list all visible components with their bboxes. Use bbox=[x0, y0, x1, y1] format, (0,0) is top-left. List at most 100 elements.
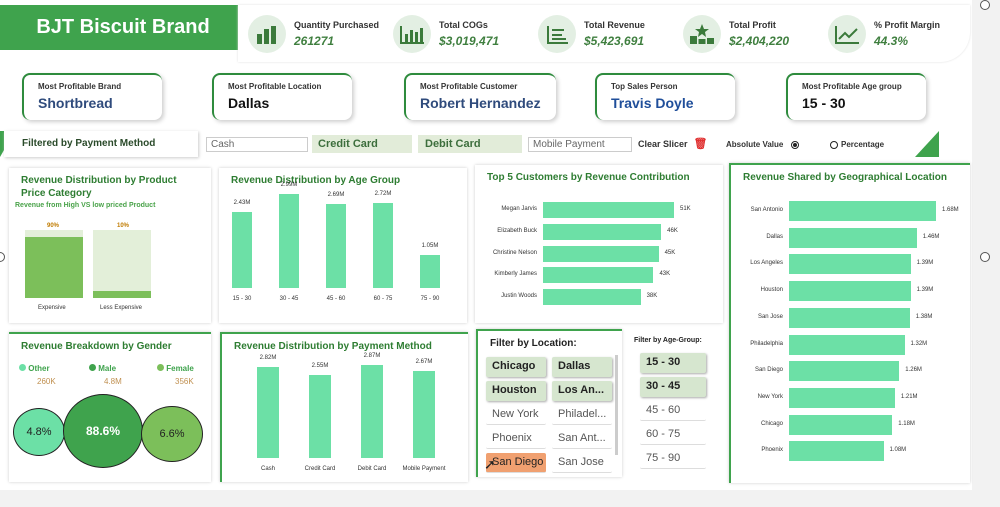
mouse-cursor-icon: ➚ bbox=[484, 456, 496, 472]
location-chip[interactable]: Houston bbox=[486, 381, 546, 401]
data-label: 1.32M bbox=[910, 340, 928, 347]
bar bbox=[543, 223, 662, 240]
data-label: 51K bbox=[680, 206, 691, 212]
radio-checked-icon bbox=[791, 140, 800, 149]
card-customer: Most Profitable Customer Robert Hernandez bbox=[404, 73, 556, 120]
kpi-bar: Quantity Purchased 261271 Total COGs $3,01… bbox=[238, 5, 970, 62]
card-location: Most Profitable Location Dallas bbox=[212, 73, 352, 120]
bar bbox=[420, 255, 440, 288]
data-label: 1.39M bbox=[916, 260, 934, 267]
tick-label: Phoenix bbox=[761, 447, 783, 454]
data-label: 45K bbox=[664, 249, 676, 256]
scrollbar[interactable] bbox=[615, 355, 618, 455]
tick-label: Dallas bbox=[766, 233, 783, 240]
panel-title: Revenue Distribution by Age Group bbox=[231, 175, 401, 186]
card-value: Robert Hernandez bbox=[420, 95, 541, 111]
data-label: 2.72M bbox=[374, 190, 392, 197]
legend-male: Male 4.8M bbox=[89, 364, 122, 386]
card-label: Most Profitable Location bbox=[228, 82, 322, 91]
location-chip[interactable]: Chicago bbox=[486, 357, 546, 377]
clear-slicer-button[interactable]: Clear Slicer 🗑 bbox=[638, 137, 708, 150]
bar bbox=[413, 371, 435, 458]
panel-title: Top 5 Customers by Revenue Contribution bbox=[487, 172, 690, 183]
data-label: 1.26M bbox=[905, 367, 922, 374]
card-value: Travis Doyle bbox=[611, 95, 694, 111]
age-chip[interactable]: 15 - 30 bbox=[640, 353, 706, 373]
bubble-label: 88.6% bbox=[85, 424, 121, 438]
kpi-label: Total Revenue bbox=[584, 20, 645, 30]
bar bbox=[789, 361, 900, 382]
location-chip[interactable]: San Diego bbox=[486, 453, 546, 473]
data-label: 1.39M bbox=[916, 287, 934, 294]
legend-value: 260K bbox=[37, 377, 56, 386]
location-filter: Filter by Location: Chicago Dallas Houston… bbox=[476, 329, 622, 477]
payment-slicer: Filtered by Payment Method Cash Credit C… bbox=[0, 131, 940, 157]
absolute-value-radio[interactable]: Absolute Value bbox=[726, 140, 800, 149]
tick-label: 75 - 90 bbox=[420, 296, 440, 302]
location-chip[interactable]: Philadel... bbox=[552, 405, 612, 425]
report-icon bbox=[538, 15, 576, 53]
tick-label: Houston bbox=[760, 287, 783, 294]
data-label: 90% bbox=[47, 223, 60, 229]
bubble-other: 4.8% bbox=[13, 408, 65, 456]
data-label: 2.82M bbox=[259, 354, 277, 361]
age-chip[interactable]: 75 - 90 bbox=[640, 449, 706, 469]
payment-option-cash[interactable]: Cash bbox=[206, 137, 308, 152]
bar bbox=[543, 202, 674, 218]
kpi-label: Total COGs bbox=[439, 20, 488, 30]
legend-label: Other bbox=[28, 364, 50, 373]
card-value: 15 - 30 bbox=[802, 95, 846, 111]
age-chip[interactable]: 60 - 75 bbox=[640, 425, 706, 445]
bubble-label: 6.6% bbox=[159, 428, 185, 440]
kpi-value: 261271 bbox=[294, 34, 335, 48]
location-chip[interactable]: New York bbox=[486, 405, 546, 425]
age-chip[interactable]: 45 - 60 bbox=[640, 401, 706, 421]
age-chip[interactable]: 30 - 45 bbox=[640, 377, 706, 397]
legend-label: Female bbox=[166, 364, 194, 373]
card-label: Top Sales Person bbox=[611, 82, 678, 91]
bar bbox=[789, 414, 893, 435]
data-label: 43K bbox=[659, 271, 671, 278]
tick-label: 45 - 60 bbox=[326, 296, 346, 302]
payment-option-debit[interactable]: Debit Card bbox=[418, 135, 522, 153]
clear-slicer-label: Clear Slicer bbox=[638, 138, 688, 149]
location-chip[interactable]: Los An... bbox=[552, 381, 612, 401]
bar bbox=[257, 366, 279, 458]
age-panel: Revenue Distribution by Age Group 2.43M 1… bbox=[219, 168, 467, 323]
payment-option-mobile[interactable]: Mobile Payment bbox=[528, 137, 632, 152]
bubble-female: 6.6% bbox=[141, 406, 203, 462]
data-label: 2.99M bbox=[280, 182, 298, 189]
data-label: 1.21M bbox=[900, 393, 918, 400]
location-chip[interactable]: San Jose bbox=[552, 453, 612, 473]
kpi-label: Total Profit bbox=[729, 20, 776, 30]
panel-title: Revenue Breakdown by Gender bbox=[21, 341, 172, 352]
tick-label: Megan Jarvis bbox=[501, 206, 537, 212]
resize-handle[interactable] bbox=[980, 0, 990, 10]
location-chip[interactable]: Dallas bbox=[552, 357, 612, 377]
tick-label: Credit Card bbox=[304, 466, 336, 472]
payment-panel: Revenue Distribution by Payment Method 2… bbox=[220, 332, 468, 482]
bar bbox=[789, 227, 917, 248]
payment-option-credit[interactable]: Credit Card bbox=[312, 135, 412, 153]
category-panel: Revenue Distribution by Product Price Ca… bbox=[9, 168, 211, 323]
bar bbox=[309, 375, 331, 458]
percentage-radio[interactable]: Percentage bbox=[830, 140, 884, 149]
kpi-label: Quantity Purchased bbox=[294, 20, 380, 30]
bar bbox=[789, 281, 911, 302]
tick-label: Kimberly James bbox=[494, 271, 537, 278]
location-chip[interactable]: San Ant... bbox=[552, 429, 612, 449]
dashboard: BJT Biscuit Brand Quantity Purchased 2612… bbox=[0, 0, 972, 490]
column-chart-icon bbox=[393, 15, 431, 53]
legend-value: 4.8M bbox=[104, 377, 122, 386]
resize-handle[interactable] bbox=[980, 252, 990, 262]
trend-line-icon bbox=[828, 15, 866, 53]
location-chip[interactable]: Phoenix bbox=[486, 429, 546, 449]
card-value: Dallas bbox=[228, 95, 270, 111]
legend-other: Other 260K bbox=[19, 364, 56, 386]
tick-label: Less Expensive bbox=[100, 305, 143, 311]
tick-label: New York bbox=[757, 393, 783, 400]
card-label: Most Profitable Brand bbox=[38, 82, 122, 91]
bar bbox=[279, 194, 299, 288]
card-label: Most Profitable Customer bbox=[420, 82, 518, 91]
card-salesperson: Top Sales Person Travis Doyle bbox=[595, 73, 735, 120]
